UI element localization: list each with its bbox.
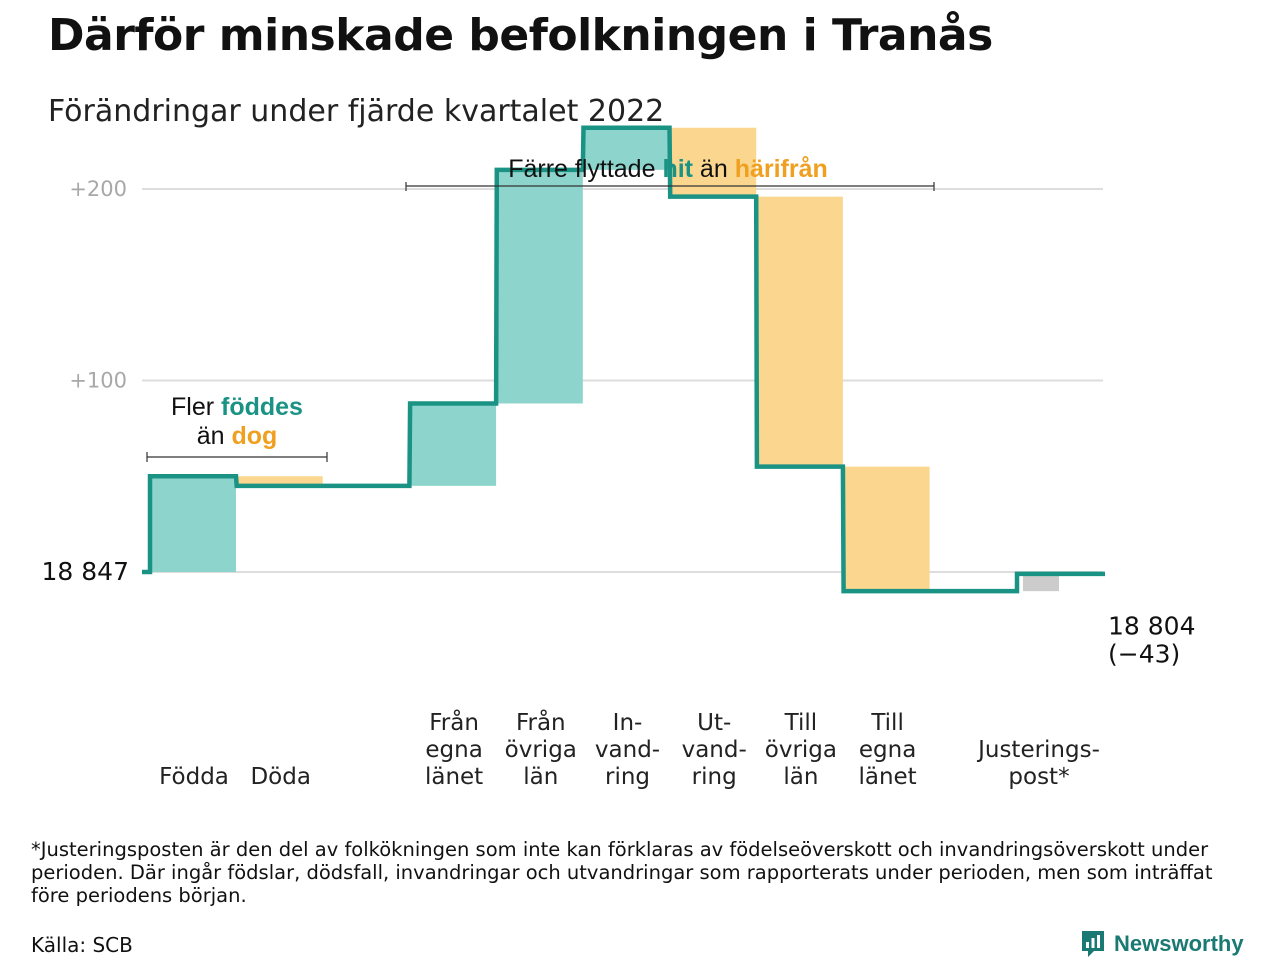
category-label-utvandring: Ut- <box>697 710 731 736</box>
end-change-label: (−43) <box>1108 639 1180 668</box>
end-value-label: 18 804 <box>1108 611 1195 640</box>
chart-subtitle: Förändringar under fjärde kvartalet 2022 <box>48 94 665 129</box>
category-label-invandring: ring <box>605 764 650 790</box>
migration-annotation: Färre flyttade hit än härifrån <box>508 155 828 183</box>
bar-till-egna <box>843 466 930 592</box>
bar-till-ovriga <box>756 196 843 467</box>
births-annotation-line1: Fler föddes <box>171 393 303 421</box>
footnote: *Justeringsposten är den del av folkökni… <box>31 838 1213 907</box>
bar-fran-ovriga <box>496 169 583 404</box>
category-label-justering: post* <box>1008 764 1069 790</box>
chart-title: Därför minskade befolkningen i Tranås <box>48 10 993 61</box>
bar-doda <box>236 476 323 486</box>
births-annotation-line2: än dog <box>197 422 278 450</box>
category-label-fran-ovriga: län <box>523 764 558 790</box>
category-label-utvandring: ring <box>692 764 737 790</box>
cumulative-step-line <box>142 125 1105 594</box>
source-label: Källa: SCB <box>31 933 133 957</box>
category-label-fodda: Födda <box>159 764 229 790</box>
category-label-fran-egna: Från <box>429 708 479 736</box>
category-label-till-ovriga: Till <box>784 710 818 736</box>
category-label-till-egna: länet <box>858 764 916 790</box>
category-label-invandring: vand- <box>595 737 660 763</box>
category-label-utvandring: vand- <box>682 737 747 763</box>
y-tick-label: +100 <box>69 369 127 393</box>
category-label-justering: Justerings- <box>976 737 1100 763</box>
start-value-label: 18 847 <box>42 557 129 586</box>
y-tick-label: +200 <box>69 177 127 201</box>
category-label-till-egna: egna <box>859 737 916 763</box>
bar-invandring <box>583 127 670 170</box>
brand-name: Newsworthy <box>1114 931 1244 956</box>
category-label-invandring: In- <box>613 710 643 736</box>
category-label-till-egna: Till <box>870 710 904 736</box>
bar-utvandring <box>670 127 757 197</box>
category-label-doda: Döda <box>250 764 310 790</box>
bar-justering <box>1023 573 1059 592</box>
bar-fodda <box>150 476 236 572</box>
category-label-till-ovriga: län <box>783 764 818 790</box>
newsworthy-logo-icon <box>1082 931 1104 957</box>
category-label-fran-ovriga: övriga <box>505 737 577 763</box>
category-label-till-ovriga: övriga <box>765 737 837 763</box>
category-label-fran-egna: egna <box>425 737 482 763</box>
category-label-fran-egna: länet <box>425 764 483 790</box>
brand-logo: Newsworthy <box>1080 928 1244 960</box>
category-label-fran-ovriga: Från <box>516 708 566 736</box>
bar-fran-egna <box>410 403 497 486</box>
